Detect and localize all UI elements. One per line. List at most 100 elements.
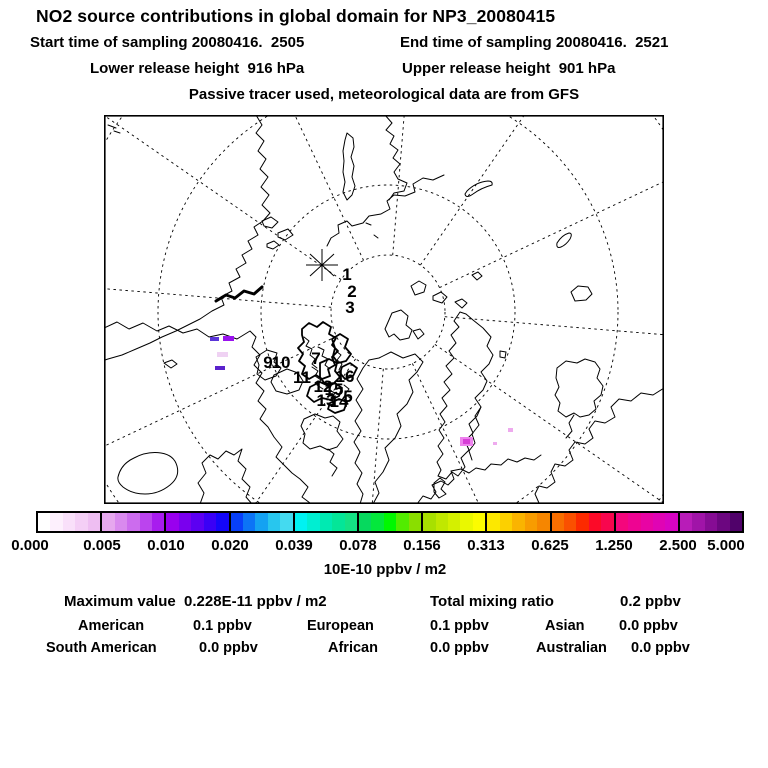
new-siberian-islands — [261, 216, 294, 250]
colorbar-cell — [563, 513, 577, 531]
concentration-patch — [508, 428, 513, 432]
region-name-african: African — [328, 640, 378, 656]
franz-josef-land — [410, 271, 507, 359]
colorbar-tick: 0.078 — [339, 537, 377, 554]
total-mixing-ratio-label: Total mixing ratio — [430, 593, 554, 610]
colorbar-cell — [62, 513, 76, 531]
colorbar-segment — [292, 513, 357, 531]
banks-island — [255, 349, 282, 381]
upper-release-text: Upper release height 901 hPa — [402, 60, 616, 77]
colorbar-tick: 0.010 — [147, 537, 185, 554]
baffin-island — [300, 413, 344, 477]
colorbar-cell — [50, 513, 63, 531]
colorbar-cell — [576, 513, 589, 531]
coast-russia-east — [534, 387, 664, 504]
scandinavia — [436, 311, 494, 480]
concentration-patch — [215, 366, 225, 370]
colorbar-cell — [87, 513, 101, 531]
colorbar-cell — [166, 513, 179, 531]
colorbar-segment — [613, 513, 678, 531]
region-value-american: 0.1 ppbv — [193, 618, 252, 634]
colorbar-cell — [615, 513, 629, 531]
gulf-of-bothnia — [468, 406, 482, 461]
concentration-patches — [210, 336, 513, 446]
hudson-bay — [197, 448, 253, 504]
svalbard — [384, 309, 425, 341]
concentration-patch — [223, 336, 234, 341]
colorbar-cell — [344, 513, 357, 531]
colorbar-tick: 5.000 — [707, 537, 745, 554]
region-name-south-american: South American — [46, 640, 157, 656]
novaya-zemlya — [464, 180, 493, 197]
colorbar-cell — [191, 513, 204, 531]
kola-white-sea — [554, 358, 604, 439]
colorbar-cell — [460, 513, 473, 531]
colorbar-tick: 2.500 — [659, 537, 697, 554]
colorbar-cell — [435, 513, 448, 531]
colorbar-cell — [423, 513, 436, 531]
colorbar-cell — [127, 513, 140, 531]
colorbar-cell — [230, 513, 243, 531]
graticule — [104, 115, 664, 504]
coast-eurasia — [104, 115, 271, 361]
colorbar-cell — [319, 513, 333, 531]
region-name-european: European — [307, 618, 374, 634]
end-time-text: End time of sampling 20080416. 2521 — [400, 34, 669, 51]
concentration-patch — [463, 439, 470, 444]
colorbar-cell — [472, 513, 486, 531]
colorbar-cell — [717, 513, 730, 531]
colorbar-cell — [601, 513, 614, 531]
colorbar-segment — [164, 513, 229, 531]
colorbar-units: 10E-10 ppbv / m2 — [323, 561, 447, 578]
trajectory-day-label: 11 — [293, 368, 311, 387]
barents-sliver — [556, 232, 572, 248]
colorbar-segment — [356, 513, 422, 531]
colorbar-cell — [396, 513, 409, 531]
colorbar-cell — [38, 513, 51, 531]
page-title: NO2 source contributions in global domai… — [36, 6, 556, 26]
trajectory-day-label: 13 — [317, 391, 336, 410]
colorbar-cell — [628, 513, 641, 531]
coast-taymyr — [326, 174, 445, 247]
colorbar-cell — [203, 513, 217, 531]
colorbar-cell — [524, 513, 538, 531]
colorbar-segment — [228, 513, 293, 531]
region-name-asian: Asian — [545, 618, 585, 634]
region-value-european: 0.1 ppbv — [430, 618, 489, 634]
colorbar-cell — [139, 513, 152, 531]
region-value-asian: 0.0 ppbv — [619, 618, 678, 634]
colorbar-cell — [178, 513, 192, 531]
colorbar-cell — [499, 513, 513, 531]
trajectory-day-label: 10 — [272, 353, 291, 372]
maximum-value-text: Maximum value 0.228E-11 ppbv / m2 — [64, 593, 327, 610]
region-name-australian: Australian — [536, 640, 607, 656]
colorbar-cell — [294, 513, 308, 531]
trajectory-day-label: 16 — [336, 367, 355, 386]
colorbar-cell — [216, 513, 229, 531]
colorbar-cell — [551, 513, 564, 531]
greenland — [353, 351, 424, 504]
colorbar-cell — [267, 513, 281, 531]
trajectory-day-label: 9 — [263, 353, 272, 372]
colorbar-cell — [588, 513, 602, 531]
colorbar-cell — [383, 513, 397, 531]
small-islands — [107, 124, 379, 369]
colorbar-cell — [280, 513, 293, 531]
colorbar-cell — [408, 513, 422, 531]
map-frame — [104, 115, 664, 504]
region-value-african: 0.0 ppbv — [430, 640, 489, 656]
trajectory-day-label: 14 — [330, 392, 349, 411]
region-value-australian: 0.0 ppbv — [631, 640, 690, 656]
colorbar-cell — [640, 513, 653, 531]
trajectory-day-label: 5 — [343, 387, 352, 406]
trajectory-day-label: 1 — [342, 265, 351, 284]
colorbar-cell — [729, 513, 743, 531]
start-time-text: Start time of sampling 20080416. 2505 — [30, 34, 305, 51]
tracer-note-text: Passive tracer used, meteorological data… — [188, 86, 580, 103]
colorbar-tick: 0.313 — [467, 537, 505, 554]
great-bear-lake — [117, 452, 179, 495]
coast-europe — [416, 454, 542, 504]
trajectory-day-label: 12 — [314, 377, 333, 396]
